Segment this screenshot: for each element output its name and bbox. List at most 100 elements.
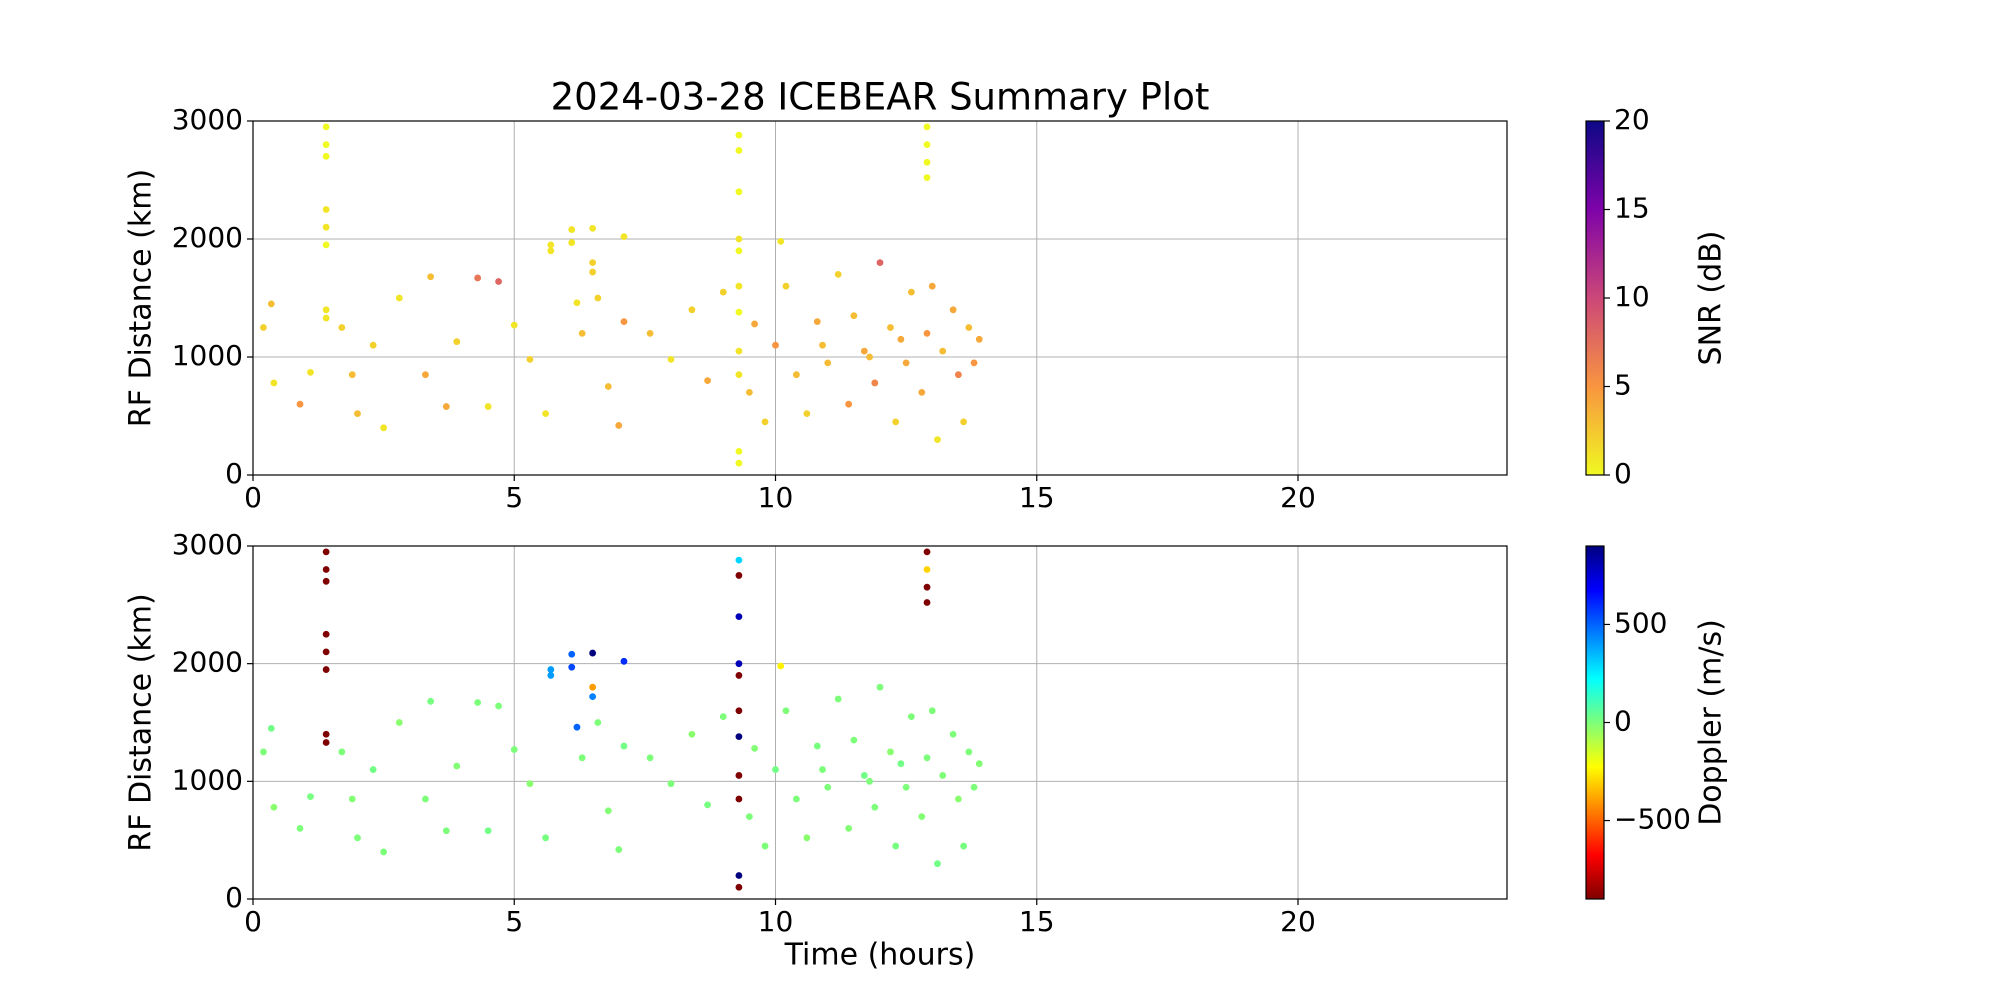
axes-frame	[252, 545, 1508, 900]
point	[568, 663, 576, 671]
point	[322, 152, 330, 160]
point	[866, 777, 873, 785]
point	[267, 724, 275, 732]
point	[615, 422, 623, 429]
point	[845, 400, 853, 408]
x-axis-label: Time (hours)	[784, 938, 976, 973]
point	[270, 803, 278, 811]
y-tick-label: 3000	[172, 103, 243, 136]
point	[348, 371, 356, 379]
colorbar-tick-label: 500	[1614, 606, 1667, 639]
point	[819, 341, 826, 349]
point	[578, 329, 586, 337]
point	[453, 338, 461, 346]
point	[923, 583, 931, 591]
point	[735, 672, 743, 679]
point	[907, 713, 915, 721]
x-tick-label: 20	[1280, 481, 1316, 514]
x-tick-label: 10	[758, 905, 794, 938]
point	[510, 321, 518, 329]
point	[719, 288, 727, 296]
point	[949, 306, 957, 314]
point	[871, 379, 879, 387]
point	[704, 377, 711, 385]
point	[934, 860, 941, 868]
point	[735, 613, 743, 620]
x-tick-label: 15	[1019, 481, 1055, 514]
point	[322, 306, 330, 314]
point	[970, 783, 978, 791]
point	[939, 347, 947, 355]
point	[887, 748, 894, 756]
colorbar-tick-label: 5	[1614, 369, 1632, 402]
plot-area	[253, 546, 1507, 899]
point	[735, 282, 743, 290]
y-tick-label: 3000	[172, 528, 243, 561]
point	[777, 662, 785, 670]
colorbar-tick-label: 0	[1614, 705, 1632, 738]
point	[322, 314, 330, 322]
colorbar-tick-label: −500	[1614, 803, 1691, 836]
point	[735, 872, 743, 879]
point	[892, 418, 900, 426]
point	[975, 335, 983, 343]
point	[526, 780, 534, 788]
point	[547, 241, 555, 249]
point	[824, 783, 832, 791]
point	[735, 707, 743, 715]
point	[573, 723, 581, 731]
point	[735, 795, 743, 803]
point	[735, 459, 743, 467]
point	[322, 577, 330, 585]
point	[892, 842, 900, 850]
point	[620, 657, 628, 665]
point	[897, 760, 905, 768]
point	[322, 223, 330, 231]
point	[923, 754, 931, 762]
y-tick-label: 2000	[172, 221, 243, 254]
x-tick-label: 0	[244, 481, 262, 514]
point	[772, 766, 779, 773]
point	[594, 294, 602, 302]
point	[777, 237, 785, 245]
colorbar-label: SNR (dB)	[1694, 231, 1729, 366]
point	[735, 247, 743, 255]
colorbar	[1585, 120, 1605, 476]
point	[688, 730, 696, 738]
point	[761, 842, 769, 850]
point	[427, 697, 435, 705]
point	[735, 235, 743, 243]
point	[735, 147, 743, 154]
point	[928, 282, 936, 290]
point	[745, 813, 753, 821]
y-tick-label: 1000	[172, 763, 243, 796]
point	[380, 848, 388, 856]
point	[442, 827, 450, 835]
point	[876, 259, 884, 267]
point	[923, 599, 931, 606]
point	[793, 371, 800, 379]
point	[824, 359, 832, 367]
subplot: 0 5 10 15 20 0 1000 2000 3000 RF Distance (km) Tim…	[124, 528, 1729, 973]
point	[735, 772, 743, 779]
point	[735, 131, 743, 139]
point	[923, 123, 931, 131]
point	[453, 762, 461, 770]
point	[348, 795, 356, 803]
point	[322, 666, 330, 673]
point	[813, 318, 821, 326]
point	[782, 282, 790, 290]
point	[589, 259, 597, 267]
point	[902, 783, 910, 791]
x-tick-label: 10	[758, 481, 794, 514]
point	[322, 548, 330, 556]
point	[897, 335, 905, 343]
point	[589, 649, 597, 657]
point	[813, 742, 821, 750]
point	[547, 672, 555, 679]
point	[860, 347, 868, 355]
point	[568, 650, 576, 658]
y-tick-label: 0	[225, 881, 243, 914]
point	[772, 341, 779, 349]
point	[322, 630, 330, 638]
